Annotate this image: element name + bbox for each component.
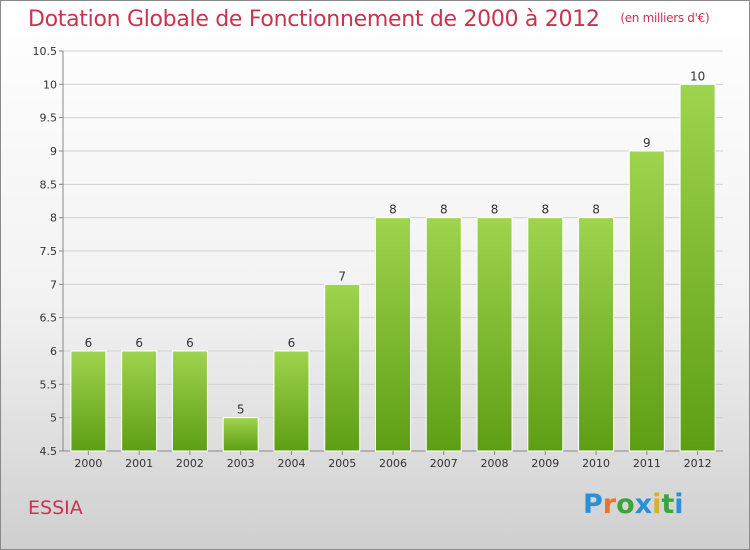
bar-2007 <box>425 217 462 452</box>
bar-2009 <box>527 217 564 452</box>
bars <box>70 83 716 452</box>
bar-2010 <box>578 217 615 452</box>
bar-2000 <box>70 350 107 452</box>
x-tick-label-2004: 2004 <box>277 457 305 470</box>
x-tick-label-2006: 2006 <box>379 457 407 470</box>
bar-2004 <box>273 350 310 452</box>
y-tick-label: 8.5 <box>40 178 58 191</box>
data-label-2008: 8 <box>491 203 499 217</box>
data-label-2006: 8 <box>389 203 397 217</box>
y-tick-label: 4.5 <box>40 445 58 458</box>
chart-unit: (en milliers d'€) <box>620 11 710 25</box>
y-tick-label: 9.5 <box>40 112 58 125</box>
proxiti-logo[interactable]: Proxiti <box>583 489 684 520</box>
data-label-2000: 6 <box>85 336 93 350</box>
bar-2005 <box>324 283 361 452</box>
bar-2011 <box>628 150 665 452</box>
bar-2006 <box>375 217 411 452</box>
y-tick-label: 6 <box>50 345 57 358</box>
logo-letter: i <box>652 489 662 520</box>
x-tick-label-2005: 2005 <box>328 457 356 470</box>
x-tick-label-2008: 2008 <box>481 457 509 470</box>
y-tick-label: 9 <box>50 145 57 158</box>
bar-2003 <box>222 417 259 452</box>
data-label-2003: 5 <box>237 403 245 417</box>
x-tick-label-2009: 2009 <box>531 457 559 470</box>
bar-2012 <box>679 83 716 452</box>
y-tick-label: 7 <box>50 278 57 291</box>
x-tick-label-2000: 2000 <box>74 457 102 470</box>
data-label-2007: 8 <box>440 203 448 217</box>
data-label-2012: 10 <box>690 69 705 83</box>
data-label-2002: 6 <box>186 336 194 350</box>
logo-letter: x <box>634 489 653 520</box>
bar-2001 <box>121 350 158 452</box>
chart-title-text: Dotation Globale de Fonctionnement de 20… <box>28 7 600 32</box>
x-axis-ticks: 2000 2001 2002 2003 2004 2005 2006 2007 2008 2009… <box>74 451 712 470</box>
logo-letter: o <box>616 489 635 520</box>
data-label-2010: 8 <box>592 203 600 217</box>
y-tick-label: 10.5 <box>33 45 58 58</box>
data-label-2005: 7 <box>338 269 346 283</box>
x-tick-label-2003: 2003 <box>227 457 255 470</box>
chart-title: Dotation Globale de Fonctionnement de 20… <box>28 7 710 32</box>
y-tick-label: 10 <box>43 78 57 91</box>
x-tick-label-2011: 2011 <box>633 457 661 470</box>
commune-name: ESSIA <box>28 497 83 519</box>
x-tick-label-2007: 2007 <box>430 457 458 470</box>
data-label-2001: 6 <box>135 336 143 350</box>
y-tick-label: 5.5 <box>40 378 58 391</box>
y-tick-label: 7.5 <box>40 245 58 258</box>
bar-2002 <box>171 350 208 452</box>
y-tick-label: 5 <box>50 412 57 425</box>
data-labels: 6 6 6 5 6 7 8 8 8 8 8 9 10 <box>85 69 706 416</box>
data-label-2004: 6 <box>288 336 296 350</box>
logo-letter: t <box>661 489 675 520</box>
data-label-2009: 8 <box>541 203 549 217</box>
y-axis-ticks: 4.5 5 5.5 6 6.5 7 7.5 8 8.5 9 9.5 10 10.5 <box>33 45 63 458</box>
x-tick-label-2010: 2010 <box>582 457 610 470</box>
x-tick-label-2012: 2012 <box>684 457 712 470</box>
logo-letter: r <box>602 489 617 520</box>
data-label-2011: 9 <box>643 136 651 150</box>
logo-letter: i <box>674 489 684 520</box>
y-tick-label: 6.5 <box>40 312 58 325</box>
x-tick-label-2002: 2002 <box>176 457 204 470</box>
x-tick-label-2001: 2001 <box>125 457 153 470</box>
logo-letter: P <box>583 489 603 520</box>
y-tick-label: 8 <box>50 212 57 225</box>
bar-2008 <box>476 217 513 452</box>
